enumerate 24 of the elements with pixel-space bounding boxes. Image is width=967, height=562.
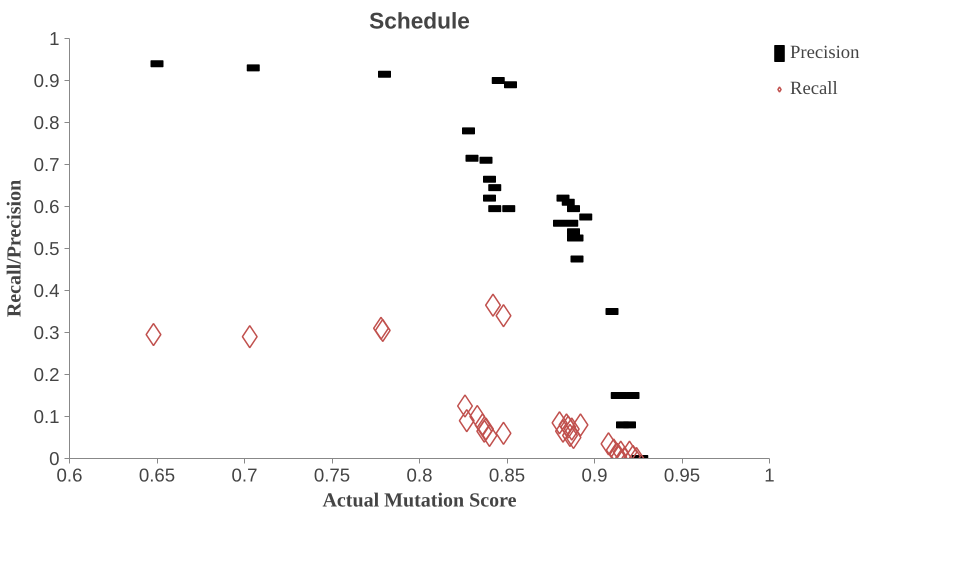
x-tick-label: 0.95 <box>664 464 700 486</box>
y-tick-label: 1 <box>49 28 60 49</box>
legend-label: Precision <box>790 42 860 64</box>
legend-label: Recall <box>790 78 838 100</box>
chart-title: Schedule <box>369 8 470 34</box>
y-tick-label: 0.5 <box>34 238 60 259</box>
y-tick-label: 0.9 <box>34 70 60 91</box>
y-tick-label: 0.7 <box>34 154 60 175</box>
y-tick-label: 0.8 <box>34 112 60 133</box>
x-axis-title: Actual Mutation Score <box>322 490 517 512</box>
y-tick-label: 0 <box>49 448 60 469</box>
x-tick-label: 0.65 <box>138 464 176 486</box>
x-tick-label: 0.9 <box>582 464 608 486</box>
y-tick-label: 0.6 <box>34 196 60 217</box>
y-tick-label: 0.2 <box>34 364 60 385</box>
x-tick-label: 0.85 <box>488 464 526 486</box>
x-tick-label: 1 <box>764 464 775 486</box>
y-tick-label: 0.3 <box>34 322 60 343</box>
x-tick-label: 0.75 <box>314 464 350 486</box>
x-tick-label: 0.8 <box>406 464 432 486</box>
y-tick-label: 0.1 <box>34 406 60 427</box>
y-axis-title: Recall/Precision <box>4 180 26 318</box>
y-tick-label: 0.4 <box>34 280 60 301</box>
x-tick-label: 0.7 <box>232 464 258 486</box>
